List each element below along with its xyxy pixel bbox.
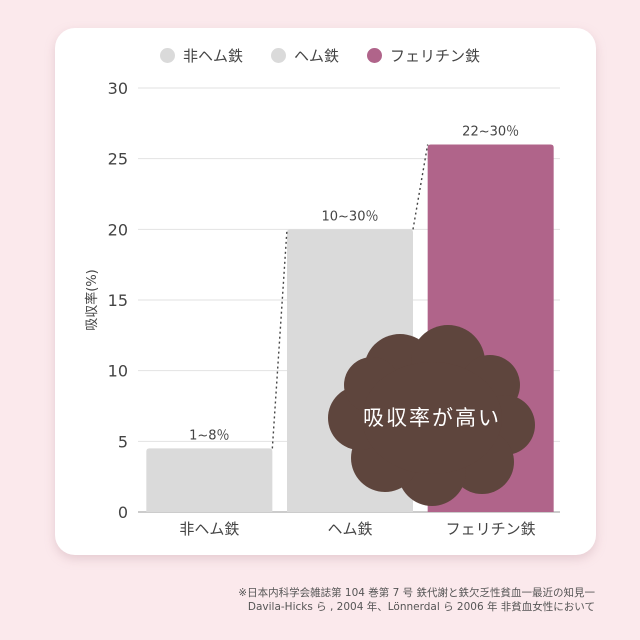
legend-item-ferritin: フェリチン鉄	[367, 45, 480, 66]
legend-item-non-heme: 非ヘム鉄	[159, 45, 243, 66]
footnote-line-1: ※日本内科学会雑誌第 104 巻第 7 号 鉄代謝と鉄欠乏性貧血一最近の知見一	[238, 587, 595, 599]
legend-swatch	[159, 48, 175, 63]
data-label: 10~30％	[322, 209, 379, 224]
x-tick-label: フェリチン鉄	[446, 520, 536, 538]
y-tick-label: 10	[108, 362, 128, 381]
source-footnote: ※日本内科学会雑誌第 104 巻第 7 号 鉄代謝と鉄欠乏性貧血一最近の知見一 …	[35, 586, 595, 614]
y-axis-label: 吸収率(%)	[84, 269, 100, 331]
legend-swatch	[367, 48, 382, 63]
y-tick-label: 15	[108, 291, 128, 310]
y-tick-label: 5	[118, 432, 128, 451]
data-label: 22~30％	[462, 125, 519, 140]
trend-connector	[271, 229, 288, 449]
highlight-cloud: 吸収率が高い	[328, 325, 535, 506]
legend-label: ヘム鉄	[293, 47, 339, 65]
y-tick-label: 25	[108, 150, 128, 169]
x-tick-label: ヘム鉄	[327, 520, 372, 538]
trend-connector	[412, 144, 429, 230]
bar	[146, 448, 273, 512]
footnote-line-2: Davila-Hicks ら , 2004 年、Lönnerdal ら 2006…	[247, 601, 595, 613]
legend-item-heme: ヘム鉄	[270, 45, 339, 66]
data-label: 1~8％	[189, 428, 229, 443]
legend-label: フェリチン鉄	[390, 47, 481, 65]
legend-label: 非ヘム鉄	[182, 47, 243, 65]
y-tick-label: 30	[108, 79, 128, 98]
legend-swatch	[270, 48, 286, 63]
legend: 非ヘム鉄 ヘム鉄 フェリチン鉄	[0, 45, 640, 66]
annotation-label: 吸収率が高い	[363, 406, 501, 430]
x-tick-label: 非ヘム鉄	[179, 520, 239, 538]
y-tick-label: 20	[108, 220, 128, 239]
y-tick-label: 0	[118, 503, 128, 522]
